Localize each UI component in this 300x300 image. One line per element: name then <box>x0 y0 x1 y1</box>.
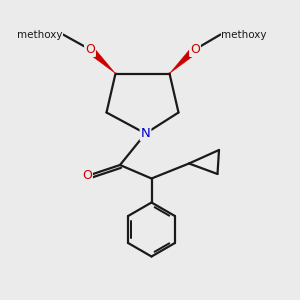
Text: methoxy: methoxy <box>17 29 63 40</box>
Polygon shape <box>87 46 116 74</box>
Polygon shape <box>169 46 198 74</box>
Text: O: O <box>190 43 200 56</box>
Text: N: N <box>141 127 150 140</box>
Text: methoxy: methoxy <box>220 29 266 40</box>
Text: O: O <box>85 43 95 56</box>
Text: O: O <box>82 169 92 182</box>
